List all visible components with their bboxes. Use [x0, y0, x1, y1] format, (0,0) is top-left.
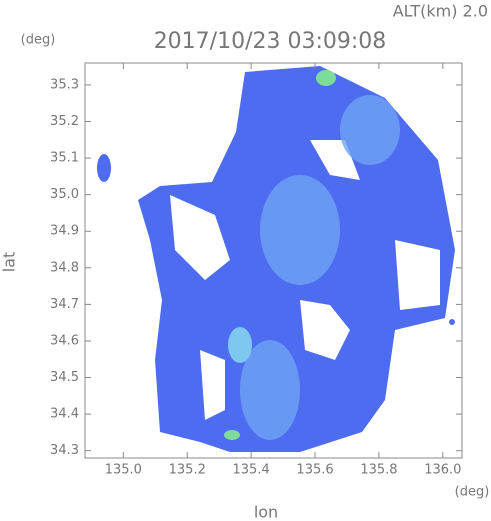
echo-core	[260, 175, 340, 285]
x-tick-label: 135.8	[360, 463, 397, 478]
y-tick-label: 34.6	[50, 333, 79, 348]
echo-gap	[395, 240, 440, 310]
echo-speck	[97, 154, 111, 182]
y-unit: (deg)	[21, 33, 56, 48]
x-tick-label: 135.6	[296, 463, 333, 478]
echo-core	[224, 430, 240, 440]
echo-gap	[200, 350, 225, 420]
y-tick-label: 35.2	[50, 114, 79, 129]
x-tick-label: 136.0	[424, 463, 461, 478]
x-unit: (deg)	[455, 485, 490, 500]
echo-core	[316, 70, 336, 86]
y-tick-label: 34.7	[50, 297, 79, 312]
plot-frame	[84, 62, 463, 459]
map-title: 2017/10/23 03:09:08	[154, 29, 387, 54]
echo-core	[228, 327, 252, 363]
x-tick-label: 135.4	[233, 463, 270, 478]
y-tick-label: 34.4	[50, 407, 79, 422]
x-axis-label: lon	[254, 503, 278, 521]
y-tick-label: 34.8	[50, 260, 79, 275]
y-tick-label: 35.0	[50, 187, 79, 202]
echo-gap	[300, 300, 350, 360]
echo-field	[97, 66, 455, 452]
echo-core	[240, 340, 300, 440]
y-tick-label: 35.1	[50, 151, 79, 166]
altitude-label: ALT(km) 2.0	[393, 2, 488, 21]
x-tick-label: 135.2	[169, 463, 206, 478]
y-tick-label: 34.5	[50, 370, 79, 385]
x-tick-label: 135.0	[105, 463, 142, 478]
echo-speck	[449, 319, 455, 325]
y-tick-label: 34.9	[50, 224, 79, 239]
echo-gap	[170, 195, 230, 280]
y-tick-label: 34.3	[50, 443, 79, 458]
y-axis-label: lat	[0, 252, 19, 273]
y-tick-label: 35.3	[50, 77, 79, 92]
echo-core	[340, 95, 400, 165]
